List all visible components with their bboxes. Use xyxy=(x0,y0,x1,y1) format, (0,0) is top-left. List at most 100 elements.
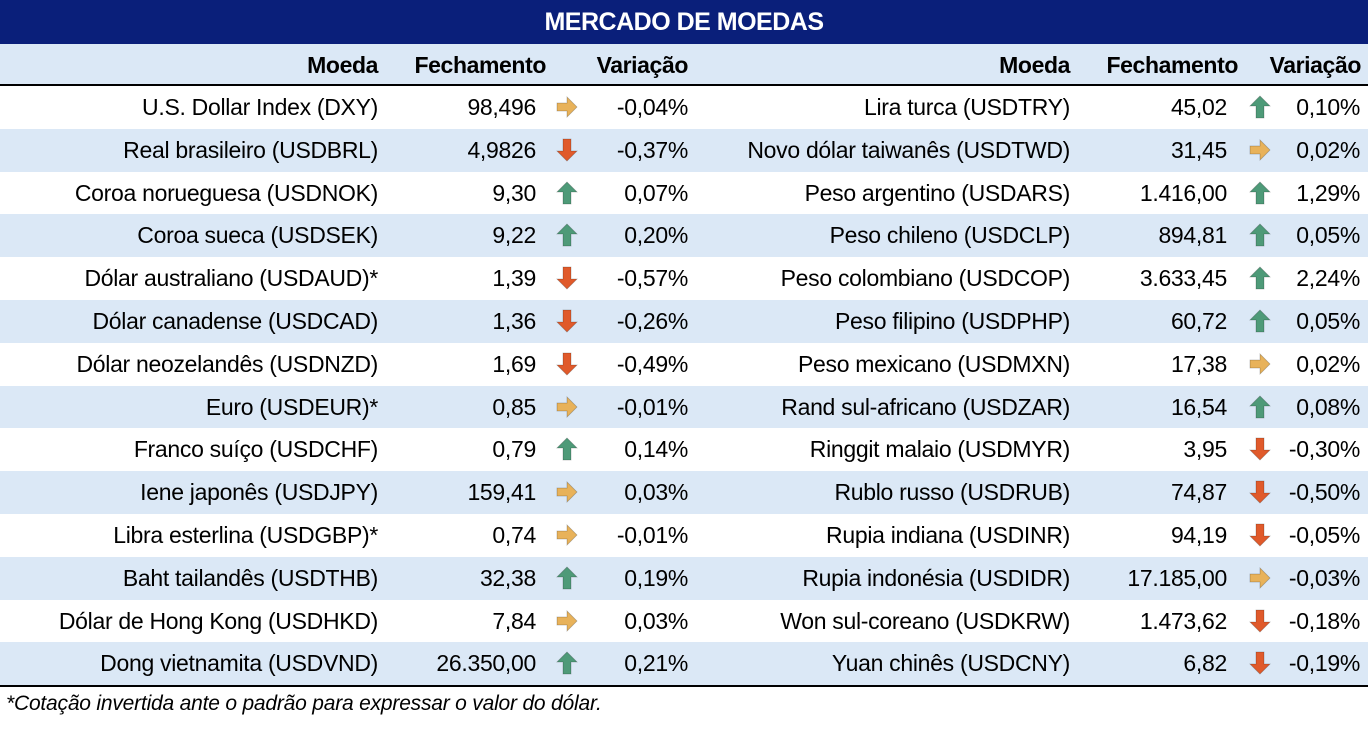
change-value: 0,05% xyxy=(1296,222,1360,249)
closing-value: 32,38 xyxy=(479,564,536,591)
currency-name: U.S. Dollar Index (DXY) xyxy=(142,94,378,120)
table-row: U.S. Dollar Index (DXY) 98,496 -0,04% Lira … xyxy=(0,86,1368,129)
arrow-right-icon xyxy=(1249,352,1271,375)
closing-value: 60,72 xyxy=(1170,307,1227,334)
currency-name: Dólar neozelandês (USDNZD) xyxy=(76,350,378,377)
arrow-up-icon xyxy=(556,181,578,204)
table-row: Dólar neozelandês (USDNZD) 1,69 -0,49% Peso… xyxy=(0,343,1368,386)
arrow-right-icon xyxy=(556,96,578,118)
arrow-up-icon xyxy=(556,566,578,590)
currency-name: Dong vietnamita (USDVND) xyxy=(100,650,378,677)
closing-value: 1,69 xyxy=(492,350,536,377)
currency-name: Peso chileno (USDCLP) xyxy=(829,222,1071,249)
change-value: -0,04% xyxy=(616,94,688,120)
currency-name: Dólar australiano (USDAUD)* xyxy=(84,265,378,292)
change-value: 0,19% xyxy=(624,564,688,591)
closing-value: 1.473,62 xyxy=(1139,607,1227,634)
closing-value: 16,54 xyxy=(1170,393,1227,420)
table-row: Franco suíço (USDCHF) 0,79 0,14% Ringgit ma… xyxy=(0,428,1368,471)
change-value: 0,03% xyxy=(624,479,688,506)
currency-name: Euro (USDEUR)* xyxy=(205,393,378,420)
arrow-down-icon xyxy=(556,309,578,333)
currency-name: Rublo russo (USDRUB) xyxy=(834,479,1070,506)
closing-value: 17.185,00 xyxy=(1127,564,1227,591)
table-row: Dólar australiano (USDAUD)* 1,39 -0,57% Pes… xyxy=(0,257,1368,300)
closing-value: 98,496 xyxy=(467,94,536,120)
closing-value: 9,30 xyxy=(492,179,536,206)
currency-name: Baht tailandês (USDTHB) xyxy=(122,564,378,591)
currency-name: Peso colombiano (USDCOP) xyxy=(780,265,1071,292)
arrow-right-icon xyxy=(1249,566,1271,589)
table-bottom-border xyxy=(0,685,1368,687)
arrow-up-icon xyxy=(1249,181,1271,204)
currency-name: Coroa sueca (USDSEK) xyxy=(137,222,378,249)
arrow-right-icon xyxy=(556,481,578,504)
arrow-down-icon xyxy=(556,138,578,162)
currency-name: Rupia indonésia (USDIDR) xyxy=(802,564,1070,591)
table-row: Libra esterlina (USDGBP)* 0,74 -0,01% Rupia… xyxy=(0,514,1368,557)
header-moeda-right: Moeda xyxy=(999,52,1070,78)
table-row: Coroa sueca (USDSEK) 9,22 0,20% Peso chilen… xyxy=(0,214,1368,258)
currency-name: Lira turca (USDTRY) xyxy=(863,94,1070,120)
currency-name: Rand sul-africano (USDZAR) xyxy=(781,393,1070,420)
closing-value: 45,02 xyxy=(1170,94,1227,120)
table-row: Dong vietnamita (USDVND) 26.350,00 0,21% Yu… xyxy=(0,642,1368,686)
arrow-up-icon xyxy=(556,223,578,247)
closing-value: 31,45 xyxy=(1170,136,1227,163)
table-row: Real brasileiro (USDBRL) 4,9826 -0,37% Novo… xyxy=(0,128,1368,172)
arrow-down-icon xyxy=(556,352,578,376)
arrow-down-icon xyxy=(1249,609,1271,633)
currency-name: Rupia indiana (USDINR) xyxy=(826,521,1070,548)
footnote: *Cotação invertida ante o padrão para ex… xyxy=(6,692,602,715)
header-moeda-left: Moeda xyxy=(307,52,378,78)
table-row: Baht tailandês (USDTHB) 32,38 0,19% Rupia i… xyxy=(0,556,1368,600)
arrow-right-icon xyxy=(556,609,578,632)
currency-name: Novo dólar taiwanês (USDTWD) xyxy=(747,136,1070,163)
currency-name: Franco suíço (USDCHF) xyxy=(133,436,378,463)
closing-value: 0,74 xyxy=(492,521,536,548)
table-row: Dólar canadense (USDCAD) 1,36 -0,26% Peso f… xyxy=(0,299,1368,343)
change-value: -0,37% xyxy=(616,136,688,163)
change-value: 0,08% xyxy=(1296,393,1360,420)
closing-value: 3,95 xyxy=(1183,436,1227,463)
change-value: -0,49% xyxy=(616,350,688,377)
change-value: 0,02% xyxy=(1296,136,1360,163)
table-row: Iene japonês (USDJPY) 159,41 0,03% Rublo ru… xyxy=(0,471,1368,514)
currency-name: Dólar canadense (USDCAD) xyxy=(92,307,378,334)
change-value: 0,03% xyxy=(624,607,688,634)
currency-name: Peso mexicano (USDMXN) xyxy=(797,350,1070,377)
change-value: 2,24% xyxy=(1296,265,1360,292)
closing-value: 0,79 xyxy=(492,436,536,463)
closing-value: 7,84 xyxy=(492,607,536,634)
change-value: 0,05% xyxy=(1296,307,1360,334)
change-value: -0,26% xyxy=(616,307,688,334)
table-row: Dólar de Hong Kong (USDHKD) 7,84 0,03% Won … xyxy=(0,600,1368,643)
currency-name: Peso argentino (USDARS) xyxy=(804,179,1071,206)
change-value: -0,05% xyxy=(1288,521,1360,548)
change-value: -0,30% xyxy=(1288,436,1360,463)
header-variacao-left: Variação xyxy=(596,52,689,78)
arrow-up-icon xyxy=(556,437,578,461)
currency-name: Ringgit malaio (USDMYR) xyxy=(809,436,1071,463)
change-value: 0,21% xyxy=(624,650,688,677)
change-value: 0,02% xyxy=(1296,350,1360,377)
arrow-right-icon xyxy=(556,395,578,418)
arrow-up-icon xyxy=(1249,95,1271,119)
header-fechamento-left: Fechamento xyxy=(414,52,547,78)
currency-name: Coroa norueguesa (USDNOK) xyxy=(74,179,378,206)
change-value: 0,10% xyxy=(1296,94,1360,120)
change-value: 0,07% xyxy=(624,179,688,206)
closing-value: 26.350,00 xyxy=(436,650,536,677)
closing-value: 0,85 xyxy=(492,393,536,420)
arrow-up-icon xyxy=(556,651,578,675)
arrow-down-icon xyxy=(1249,651,1271,675)
change-value: -0,19% xyxy=(1288,650,1360,677)
table-row: Coroa norueguesa (USDNOK) 9,30 0,07% Peso a… xyxy=(0,172,1368,215)
table-body: U.S. Dollar Index (DXY) 98,496 -0,04% Lira … xyxy=(0,86,1368,686)
table-row: Euro (USDEUR)* 0,85 -0,01% Rand sul-african… xyxy=(0,385,1368,429)
change-value: 0,14% xyxy=(624,436,688,463)
closing-value: 894,81 xyxy=(1158,222,1227,249)
closing-value: 1.416,00 xyxy=(1139,179,1227,206)
currency-name: Iene japonês (USDJPY) xyxy=(140,479,378,506)
